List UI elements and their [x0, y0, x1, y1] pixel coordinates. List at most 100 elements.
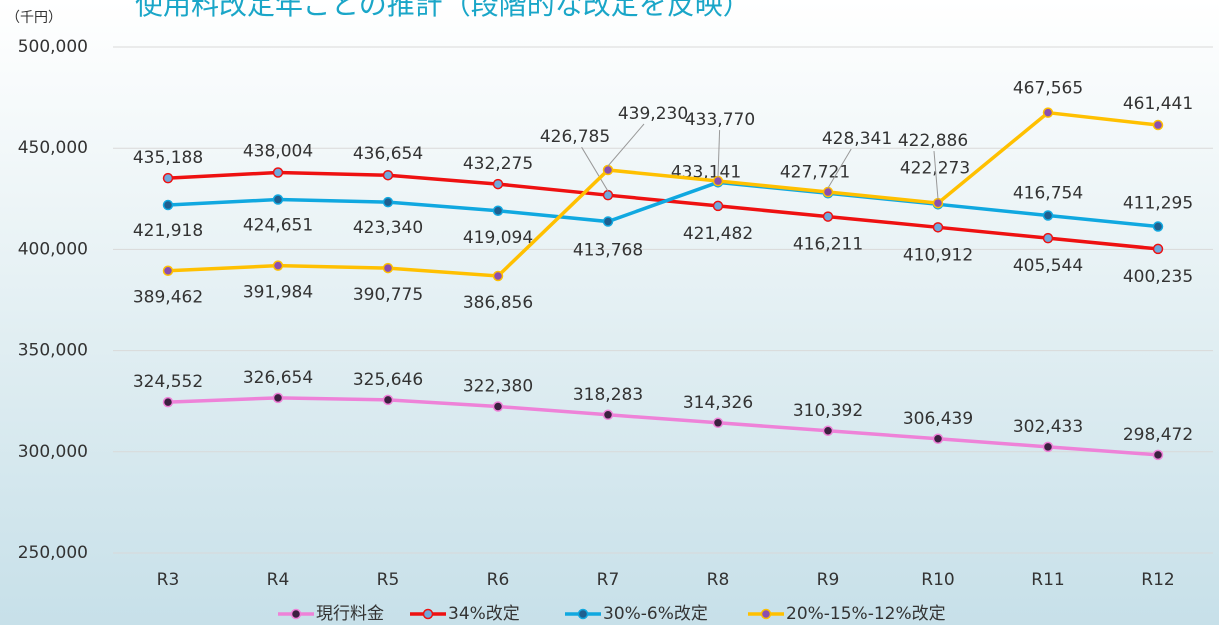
data-label: 461,441 — [1123, 94, 1193, 114]
point — [382, 169, 394, 181]
x-tick-label: R8 — [707, 570, 730, 590]
point — [932, 222, 944, 233]
point — [492, 178, 504, 190]
data-label: 421,918 — [133, 221, 203, 241]
data-label: 438,004 — [243, 141, 313, 161]
data-label: 318,283 — [573, 385, 643, 405]
y-tick-label: 350,000 — [18, 341, 88, 361]
x-tick-label: R3 — [157, 570, 180, 590]
point — [1152, 119, 1164, 131]
point — [602, 189, 614, 201]
data-label: 432,275 — [463, 154, 533, 174]
data-label: 413,768 — [573, 241, 643, 261]
point — [712, 417, 724, 429]
y-tick-label: 400,000 — [18, 239, 88, 259]
data-label: 391,984 — [243, 283, 313, 303]
point — [382, 262, 394, 274]
data-label: 325,646 — [353, 370, 423, 390]
data-label: 421,482 — [683, 224, 753, 244]
data-label: 389,462 — [133, 288, 203, 308]
data-label: 422,886 — [898, 131, 968, 151]
legend-marker — [577, 608, 589, 620]
point — [162, 265, 174, 276]
point — [162, 199, 174, 211]
data-label: 439,230 — [618, 104, 688, 124]
data-label: 306,439 — [903, 409, 973, 429]
data-label: 314,326 — [683, 393, 753, 413]
point — [712, 200, 724, 212]
data-label: 423,340 — [353, 218, 423, 238]
legend-label: 20%-15%-12%改定 — [786, 604, 946, 624]
data-label: 386,856 — [463, 293, 533, 313]
x-tick-label: R10 — [921, 570, 954, 590]
point — [1042, 232, 1054, 244]
data-label: 467,565 — [1013, 79, 1083, 99]
leader-line — [933, 151, 939, 200]
point — [602, 216, 614, 227]
x-tick-label: R9 — [817, 570, 840, 590]
point — [932, 197, 944, 209]
data-label: 416,754 — [1013, 183, 1083, 203]
x-tick-label: R5 — [377, 570, 400, 590]
point — [272, 194, 284, 205]
data-label: 424,651 — [243, 216, 313, 236]
data-label: 428,341 — [822, 129, 892, 149]
x-tick-label: R12 — [1141, 570, 1174, 590]
series-line — [167, 180, 1159, 229]
x-tick-label: R4 — [267, 570, 290, 590]
point — [822, 425, 834, 437]
data-label: 426,785 — [540, 127, 610, 147]
data-label: 390,775 — [353, 285, 423, 305]
y-tick-label: 300,000 — [18, 442, 88, 462]
series-line — [167, 396, 1159, 457]
series-line — [167, 110, 1159, 278]
point — [162, 396, 174, 408]
y-tick-label: 500,000 — [18, 37, 88, 57]
leader-line — [827, 148, 852, 189]
data-label: 427,721 — [780, 162, 850, 182]
legend-label: 34%改定 — [448, 604, 520, 624]
legend-label: 現行料金 — [316, 604, 384, 624]
point — [602, 409, 614, 421]
legend-marker — [422, 608, 434, 620]
point — [1152, 243, 1164, 255]
data-label: 433,770 — [685, 110, 755, 130]
point — [272, 167, 284, 178]
point — [492, 205, 504, 217]
point — [822, 186, 834, 198]
legend-label: 30%-6%改定 — [603, 604, 708, 624]
point — [712, 175, 724, 187]
data-label: 419,094 — [463, 228, 533, 248]
data-label: 310,392 — [793, 401, 863, 421]
point — [492, 401, 504, 412]
leader-line — [717, 130, 721, 178]
data-label: 405,544 — [1013, 256, 1083, 276]
point — [822, 211, 834, 222]
data-label: 302,433 — [1013, 417, 1083, 437]
x-tick-label: R7 — [597, 570, 620, 590]
x-tick-label: R6 — [487, 570, 510, 590]
point — [162, 172, 174, 184]
legend-marker — [760, 608, 772, 620]
data-label: 435,188 — [133, 148, 203, 168]
y-unit: （千円） — [6, 10, 62, 26]
point — [1042, 107, 1054, 118]
y-tick-label: 450,000 — [18, 138, 88, 158]
point — [272, 260, 284, 271]
data-label: 410,912 — [903, 245, 973, 265]
point — [1042, 441, 1054, 453]
data-label: 322,380 — [463, 377, 533, 397]
data-label: 436,654 — [353, 144, 423, 164]
data-label: 416,211 — [793, 235, 863, 255]
leader-line — [607, 123, 645, 167]
point — [1152, 221, 1164, 232]
data-label: 298,472 — [1123, 425, 1193, 445]
point — [272, 392, 284, 404]
point — [382, 196, 394, 208]
point — [382, 394, 394, 406]
point — [1152, 449, 1164, 461]
legend-marker — [290, 608, 302, 620]
point — [1042, 210, 1054, 221]
data-label: 411,295 — [1123, 194, 1193, 214]
